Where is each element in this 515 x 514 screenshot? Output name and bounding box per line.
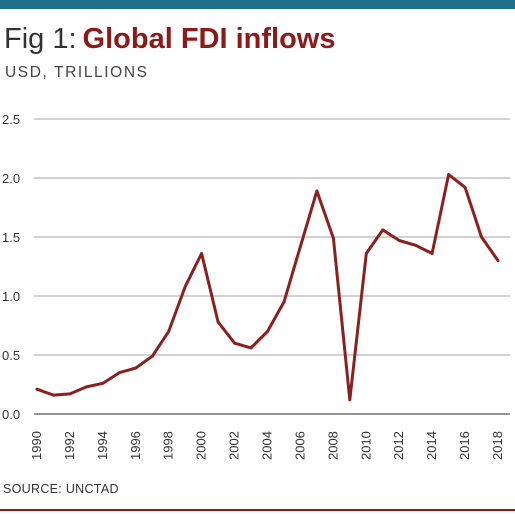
chart-subtitle: USD, TRILLIONS xyxy=(5,64,149,81)
x-tick-label: 2006 xyxy=(292,431,307,460)
data-point xyxy=(381,228,385,232)
data-point xyxy=(85,385,88,389)
data-point xyxy=(200,252,204,255)
bottom-rule xyxy=(0,509,515,511)
line-chart: 0.0 0.5 1.0 1.5 2.0 2.5 1990 1992 1994 1996 1998 20… xyxy=(2,112,510,460)
data-point xyxy=(233,341,237,345)
data-point xyxy=(332,236,335,240)
data-point xyxy=(101,381,105,385)
data-point xyxy=(315,189,319,193)
series-line xyxy=(35,173,500,402)
data-point xyxy=(68,392,72,396)
data-point xyxy=(134,366,138,370)
data-point xyxy=(216,320,220,324)
y-tick-label: 2.5 xyxy=(2,112,20,127)
data-point xyxy=(414,243,418,247)
x-tick-label: 2004 xyxy=(260,431,275,460)
y-tick-label: 0.5 xyxy=(2,348,20,363)
data-point xyxy=(364,252,368,255)
figure-label: Fig 1: xyxy=(4,23,77,55)
y-tick-label: 2.0 xyxy=(2,171,20,186)
x-tick-label: 2018 xyxy=(490,431,505,460)
data-point xyxy=(52,393,55,397)
data-point xyxy=(447,173,450,176)
data-point xyxy=(496,259,500,262)
data-point xyxy=(167,330,171,333)
title-text: Global FDI inflows xyxy=(82,23,336,55)
x-tick-label: 1994 xyxy=(95,431,110,460)
y-tick-label: 1.0 xyxy=(2,289,20,304)
top-accent-bar xyxy=(0,0,515,9)
data-point xyxy=(35,387,39,391)
y-tick-label: 0.0 xyxy=(2,407,20,422)
x-tick-label: 2008 xyxy=(325,431,340,460)
x-tick-label: 1998 xyxy=(161,431,176,460)
data-point xyxy=(397,239,401,242)
x-tick-label: 2010 xyxy=(358,431,373,460)
data-point xyxy=(348,398,352,402)
data-point xyxy=(282,300,286,304)
data-point xyxy=(463,186,467,189)
source-note: SOURCE: UNCTAD xyxy=(3,482,119,496)
data-point xyxy=(183,285,187,288)
data-point xyxy=(117,371,121,375)
data-point xyxy=(150,354,154,358)
x-tick-label: 1996 xyxy=(128,431,143,460)
x-tick-label: 1990 xyxy=(29,431,44,460)
data-point xyxy=(249,346,253,350)
data-point xyxy=(299,245,302,248)
chart-title: Fig 1: Global FDI inflows xyxy=(4,22,335,56)
x-tick-label: 2016 xyxy=(457,431,472,460)
y-tick-label: 1.5 xyxy=(2,230,20,245)
x-tick-label: 2002 xyxy=(227,431,242,460)
x-tick-label: 2000 xyxy=(194,431,209,460)
data-point xyxy=(266,330,269,333)
x-tick-label: 2012 xyxy=(391,431,406,460)
data-point xyxy=(430,252,434,255)
x-tick-label: 2014 xyxy=(424,431,439,460)
data-point xyxy=(480,235,483,239)
x-tick-label: 1992 xyxy=(62,431,77,460)
